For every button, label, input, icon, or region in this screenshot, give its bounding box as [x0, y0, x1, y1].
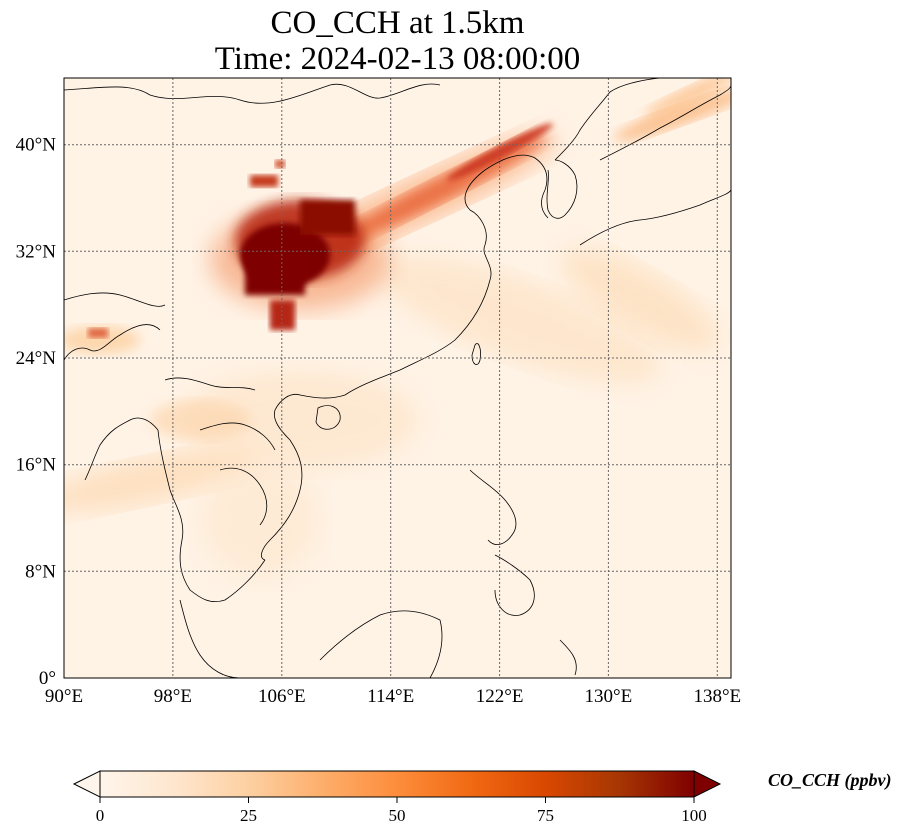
- lon-tick-label: 114°E: [367, 686, 414, 707]
- border-north-2: [379, 83, 441, 99]
- field-blob-sea: [180, 370, 420, 470]
- border-himalaya: [64, 292, 166, 307]
- coast-myanmar: [84, 417, 159, 481]
- border-north: [64, 83, 381, 104]
- lon-tick-label: 90°E: [45, 686, 83, 707]
- lat-tick-label: 24°N: [16, 348, 57, 369]
- lon-tick-labels: 90°E 98°E 106°E 114°E 122°E 130°E 138°E: [45, 686, 741, 707]
- coast-vietnam: [261, 393, 303, 561]
- lat-tick-label: 16°N: [16, 455, 57, 476]
- coast-japan-north: [599, 84, 731, 161]
- border-laos: [199, 422, 276, 451]
- spot-west: [88, 328, 108, 338]
- coast-malaysia: [179, 599, 241, 678]
- field-blob-indochina: [200, 460, 320, 580]
- colorbar-tick-label: 75: [537, 806, 554, 825]
- source-core-block: [245, 250, 305, 295]
- colorbar: 0 25 50 75 100: [72, 770, 722, 825]
- coast-philippines-north: [469, 469, 517, 545]
- coast-borneo: [319, 610, 443, 678]
- border-china-south: [164, 377, 256, 391]
- chart-title-line2: Time: 2024-02-13 08:00:00: [214, 41, 581, 77]
- chart-title-line1: CO_CCH at 1.5km: [270, 5, 525, 41]
- coast-china-north: [464, 154, 549, 219]
- field-blob-myanmar: [150, 400, 250, 440]
- field-band-ne2: [644, 78, 731, 118]
- lon-tick-label: 122°E: [476, 686, 524, 707]
- border-cambodia: [219, 467, 268, 526]
- coastlines: [64, 78, 731, 678]
- colorbar-tick-label: 0: [96, 806, 105, 825]
- border-india-myanmar: [64, 324, 161, 361]
- lon-tick-label: 98°E: [154, 686, 192, 707]
- colorbar-bar: [99, 770, 695, 798]
- source-tail: [270, 300, 295, 330]
- field-band-east: [378, 256, 662, 384]
- field-band-ne: [614, 89, 731, 141]
- gridlines: [64, 78, 731, 678]
- plume-middle: [332, 134, 548, 246]
- coast-japan-south: [579, 189, 731, 246]
- source-spot-1: [250, 175, 278, 187]
- coast-indonesia-east: [559, 639, 577, 676]
- coast-china-east: [299, 209, 492, 399]
- colorbar-tick-label: 25: [240, 806, 257, 825]
- lon-tick-label: 130°E: [585, 686, 633, 707]
- colorbar-label: CO_CCH (ppbv): [768, 770, 892, 790]
- colorbar-extend-min: [72, 770, 101, 798]
- lat-tick-label: 8°N: [25, 561, 56, 582]
- coast-taiwan: [471, 343, 481, 365]
- colorbar-tick-label: 50: [389, 806, 406, 825]
- field-band-pacific: [560, 248, 720, 352]
- colorbar-tick-label: 100: [681, 806, 707, 825]
- lat-tick-label: 0°: [39, 668, 56, 689]
- colorbar-extend-max: [693, 770, 722, 798]
- source-core-ne: [300, 200, 355, 235]
- field-band-sw: [64, 448, 258, 512]
- lat-tick-label: 40°N: [16, 135, 57, 156]
- map-border: [63, 77, 732, 679]
- lat-tick-labels: 0° 8°N 16°N 24°N 32°N 40°N: [16, 135, 57, 689]
- lon-tick-label: 106°E: [258, 686, 306, 707]
- lat-tick-label: 32°N: [16, 241, 57, 262]
- field-blob-w: [64, 326, 140, 354]
- coast-hainan: [315, 405, 341, 430]
- coast-philippines-south: [494, 554, 535, 616]
- lon-tick-label: 138°E: [693, 686, 741, 707]
- source-spot-2: [275, 160, 285, 168]
- coast-gulf-thailand: [157, 429, 266, 603]
- coast-korea: [546, 159, 578, 219]
